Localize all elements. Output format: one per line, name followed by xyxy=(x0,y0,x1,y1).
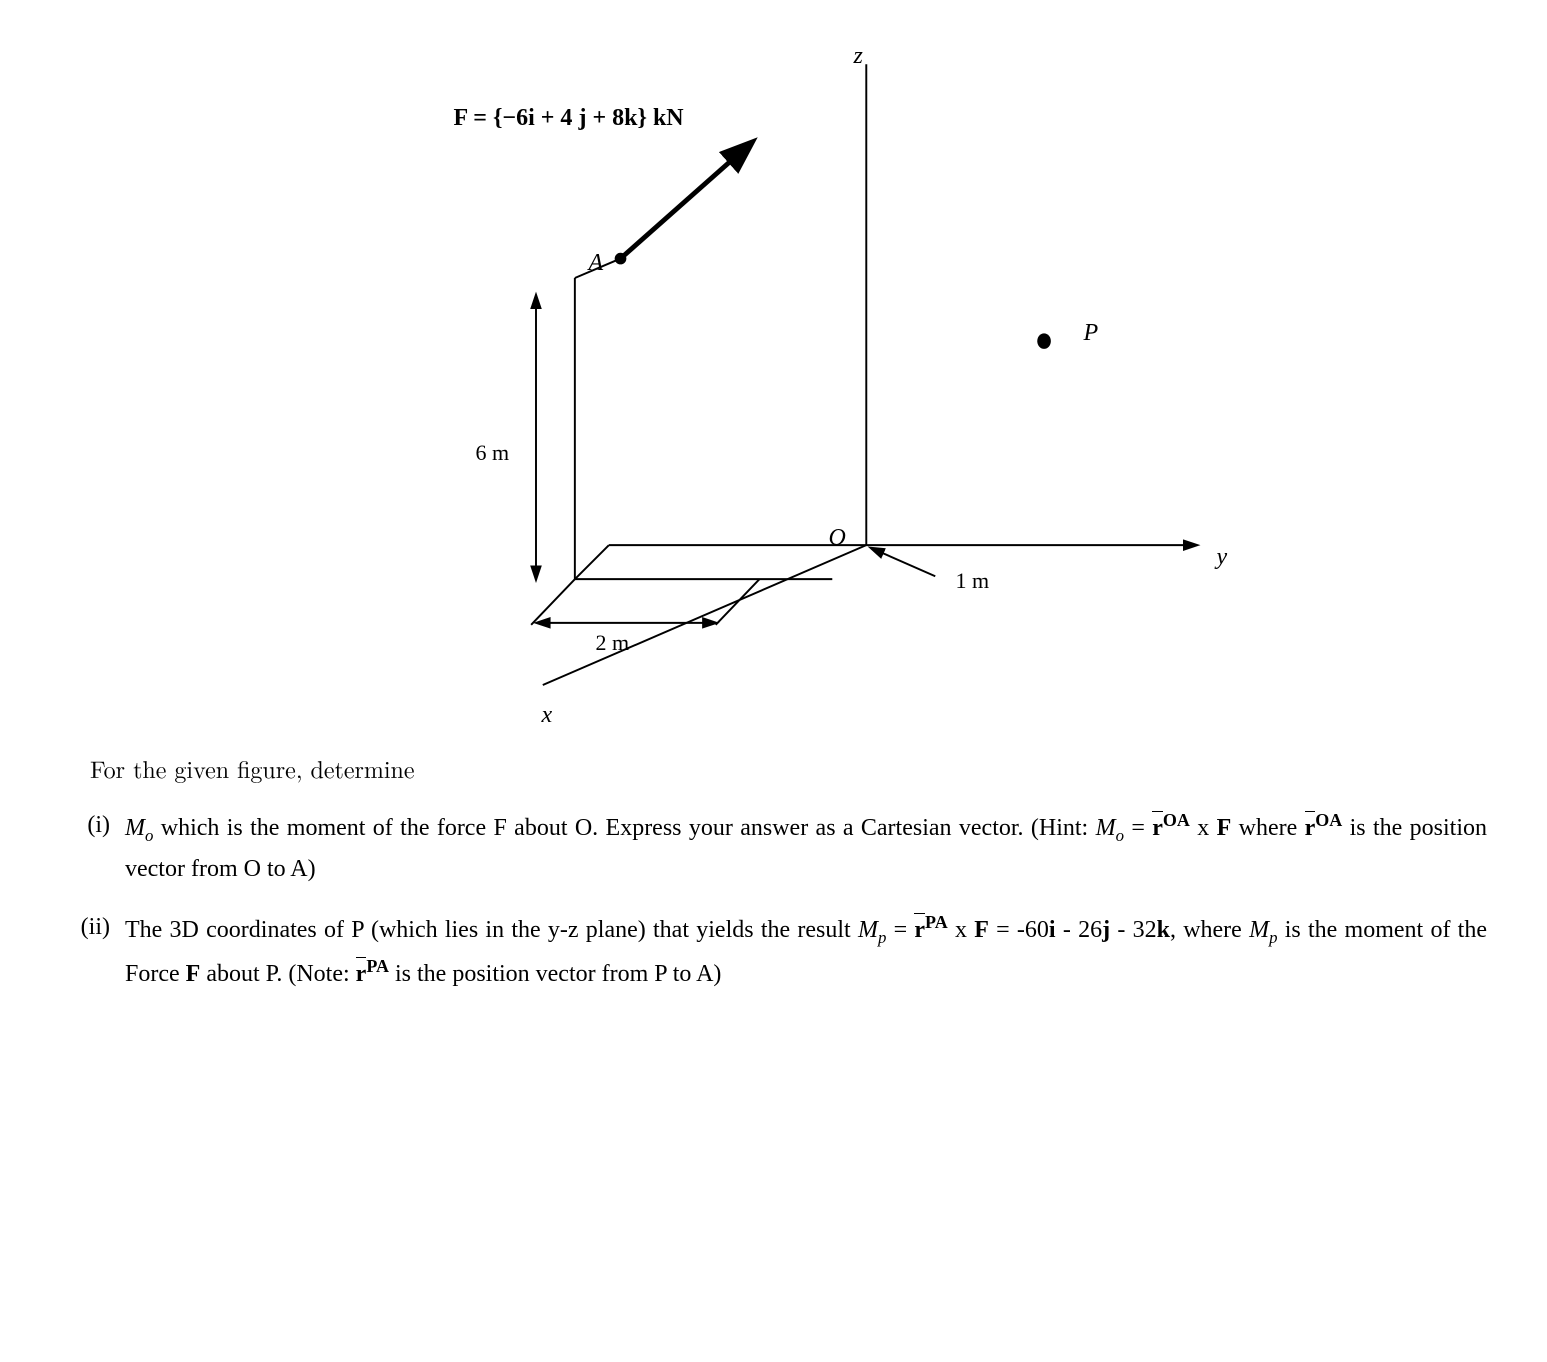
k: k xyxy=(1157,917,1170,943)
base-foot-line xyxy=(574,545,608,579)
i: i xyxy=(1049,917,1056,943)
Mo-1: Mo xyxy=(125,815,153,841)
item-1-content: Mo which is the moment of the force F ab… xyxy=(125,806,1487,888)
figure-svg xyxy=(324,40,1224,720)
item-2: (ii) The 3D coordinates of P (which lies… xyxy=(60,908,1487,993)
dim-2m-ext2 xyxy=(715,579,759,625)
force-vector xyxy=(620,147,746,259)
F-2: F xyxy=(974,917,989,943)
intro-text: For the given figure, determine xyxy=(60,750,1487,786)
Mp-2: Mp xyxy=(1249,917,1277,943)
F-1: F xyxy=(1217,815,1232,841)
xop2: x xyxy=(948,917,975,943)
label-O: O xyxy=(829,525,846,552)
label-y: y xyxy=(1217,544,1228,571)
item-1-number: (i) xyxy=(60,806,125,888)
label-x: x xyxy=(542,702,553,729)
rOA-sup-2: OA xyxy=(1315,810,1342,830)
rPA-1: r xyxy=(914,911,925,949)
j: j xyxy=(1102,917,1110,943)
eq2: = xyxy=(886,917,914,943)
dim-2m-ext1 xyxy=(531,579,575,625)
label-A: A xyxy=(589,250,604,277)
rOA-sup-1: OA xyxy=(1163,810,1190,830)
item2-text-h: is the position vector from P to A) xyxy=(389,961,721,987)
item-2-number: (ii) xyxy=(60,908,125,993)
Mo-2: Mo xyxy=(1096,815,1124,841)
eq1: = xyxy=(1124,815,1152,841)
item2-text-d: - 32 xyxy=(1110,917,1157,943)
item1-text-b: where xyxy=(1231,815,1304,841)
force-text: F = {−6i + 4 j + 8k} kN xyxy=(454,105,684,131)
point-A-dot xyxy=(614,253,626,265)
rOA-1: r xyxy=(1152,809,1163,847)
F-3: F xyxy=(186,961,201,987)
point-P-dot xyxy=(1037,333,1051,349)
item2-text-b: = -60 xyxy=(989,917,1049,943)
label-2m: 2 m xyxy=(596,630,630,656)
item2-text-e: , where xyxy=(1170,917,1249,943)
xop1: x xyxy=(1190,815,1217,841)
x-axis-line xyxy=(542,545,865,685)
label-1m: 1 m xyxy=(956,568,990,594)
item1-text-a: which is the moment of the force F about… xyxy=(153,815,1095,841)
item-2-content: The 3D coordinates of P (which lies in t… xyxy=(125,908,1487,993)
force-label: F = {−6i + 4 j + 8k} kN xyxy=(454,105,684,132)
rPA-2: r xyxy=(356,955,367,993)
rOA-2: r xyxy=(1305,809,1316,847)
item-1: (i) Mo which is the moment of the force … xyxy=(60,806,1487,888)
label-z: z xyxy=(854,43,863,70)
label-P: P xyxy=(1084,320,1099,347)
figure-container: F = {−6i + 4 j + 8k} kN A O P z y x 6 m … xyxy=(324,40,1224,720)
dim-1m-arrow xyxy=(871,548,935,576)
label-6m: 6 m xyxy=(476,440,510,466)
item2-text-c: - 26 xyxy=(1056,917,1103,943)
rPA-sup-1: PA xyxy=(925,912,948,932)
Mp-1: Mp xyxy=(858,917,886,943)
rPA-sup-2: PA xyxy=(366,956,389,976)
item2-text-g: about P. (Note: xyxy=(200,961,355,987)
item2-text-a: The 3D coordinates of P (which lies in t… xyxy=(125,917,858,943)
